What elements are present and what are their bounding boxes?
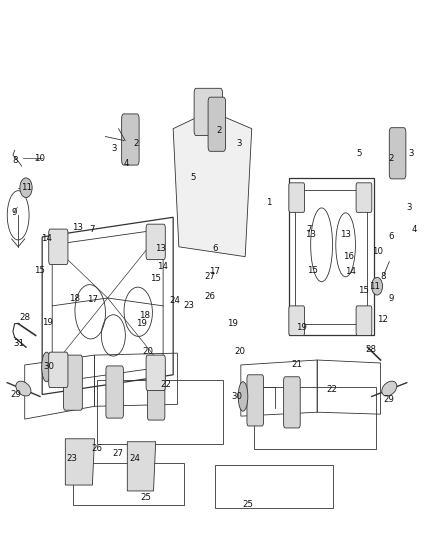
- Text: 29: 29: [11, 390, 21, 399]
- Text: 2: 2: [389, 154, 394, 163]
- FancyBboxPatch shape: [289, 183, 304, 212]
- Ellipse shape: [20, 178, 32, 198]
- Text: 7: 7: [90, 224, 95, 233]
- Text: 17: 17: [87, 295, 98, 304]
- Text: 28: 28: [19, 313, 30, 322]
- Ellipse shape: [382, 381, 397, 396]
- Text: 25: 25: [141, 494, 152, 502]
- Text: 16: 16: [343, 252, 354, 261]
- Text: 14: 14: [345, 267, 357, 276]
- Text: 19: 19: [136, 319, 147, 328]
- Text: 20: 20: [143, 346, 154, 356]
- Text: 29: 29: [383, 395, 394, 404]
- Text: 5: 5: [356, 149, 361, 158]
- Text: 6: 6: [389, 232, 394, 241]
- FancyBboxPatch shape: [389, 128, 406, 179]
- Polygon shape: [65, 439, 95, 485]
- Text: 6: 6: [212, 244, 217, 253]
- Text: 8: 8: [12, 156, 18, 165]
- Text: 7: 7: [306, 224, 312, 233]
- Text: 30: 30: [231, 392, 242, 401]
- FancyBboxPatch shape: [106, 366, 124, 418]
- Ellipse shape: [42, 352, 51, 382]
- Text: 15: 15: [307, 266, 318, 275]
- Text: 9: 9: [389, 294, 394, 303]
- Text: 26: 26: [205, 292, 216, 301]
- Text: 13: 13: [71, 223, 83, 232]
- FancyBboxPatch shape: [284, 377, 300, 428]
- Text: 1: 1: [266, 198, 272, 207]
- Text: 17: 17: [209, 267, 220, 276]
- FancyBboxPatch shape: [289, 306, 304, 335]
- Text: 14: 14: [157, 262, 168, 271]
- Text: 20: 20: [234, 346, 245, 356]
- Text: 18: 18: [139, 311, 150, 320]
- Text: 18: 18: [69, 294, 81, 303]
- Text: 13: 13: [155, 244, 166, 253]
- FancyBboxPatch shape: [208, 97, 226, 151]
- Ellipse shape: [16, 381, 31, 396]
- Text: 24: 24: [130, 454, 141, 463]
- Text: 9: 9: [11, 208, 17, 217]
- FancyBboxPatch shape: [247, 375, 264, 426]
- Text: 5: 5: [190, 173, 195, 182]
- Text: 10: 10: [371, 247, 382, 256]
- Text: 19: 19: [42, 318, 53, 327]
- Text: 11: 11: [369, 281, 380, 290]
- FancyBboxPatch shape: [146, 224, 165, 260]
- Text: 27: 27: [112, 449, 123, 458]
- Text: 19: 19: [226, 319, 237, 328]
- Text: 23: 23: [66, 454, 77, 463]
- Text: 3: 3: [408, 149, 414, 158]
- Text: 22: 22: [160, 380, 171, 389]
- FancyBboxPatch shape: [356, 183, 372, 212]
- Ellipse shape: [371, 277, 382, 295]
- Text: 15: 15: [150, 274, 161, 283]
- Text: 26: 26: [91, 444, 102, 453]
- FancyBboxPatch shape: [356, 306, 372, 335]
- Text: 24: 24: [169, 296, 180, 305]
- Text: 2: 2: [133, 139, 139, 148]
- Text: 4: 4: [412, 224, 417, 233]
- FancyBboxPatch shape: [146, 355, 165, 391]
- FancyBboxPatch shape: [194, 88, 223, 135]
- Polygon shape: [173, 111, 252, 257]
- Text: 23: 23: [183, 301, 194, 310]
- Text: 4: 4: [124, 159, 129, 168]
- Text: 13: 13: [340, 230, 351, 239]
- FancyBboxPatch shape: [64, 355, 82, 410]
- Text: 21: 21: [291, 360, 302, 369]
- Ellipse shape: [238, 382, 248, 411]
- Text: 3: 3: [111, 144, 117, 153]
- Text: 2: 2: [216, 126, 222, 135]
- Text: 14: 14: [41, 235, 52, 244]
- FancyBboxPatch shape: [49, 229, 68, 264]
- Text: 3: 3: [236, 139, 241, 148]
- Text: 3: 3: [406, 203, 412, 212]
- Text: 8: 8: [380, 272, 385, 281]
- FancyBboxPatch shape: [49, 352, 68, 387]
- Text: 15: 15: [35, 266, 46, 275]
- FancyBboxPatch shape: [148, 368, 165, 420]
- Polygon shape: [127, 442, 155, 491]
- Text: 22: 22: [326, 385, 337, 394]
- Text: 19: 19: [296, 323, 307, 332]
- Text: 31: 31: [14, 339, 25, 348]
- FancyBboxPatch shape: [122, 114, 139, 165]
- Text: 15: 15: [357, 286, 369, 295]
- Text: 12: 12: [377, 315, 388, 324]
- Text: 30: 30: [43, 362, 54, 372]
- Text: 10: 10: [35, 154, 46, 163]
- Text: 27: 27: [205, 272, 216, 281]
- Text: 13: 13: [305, 230, 316, 239]
- Text: 28: 28: [365, 345, 376, 354]
- Text: 25: 25: [242, 500, 253, 509]
- Text: 11: 11: [21, 183, 32, 192]
